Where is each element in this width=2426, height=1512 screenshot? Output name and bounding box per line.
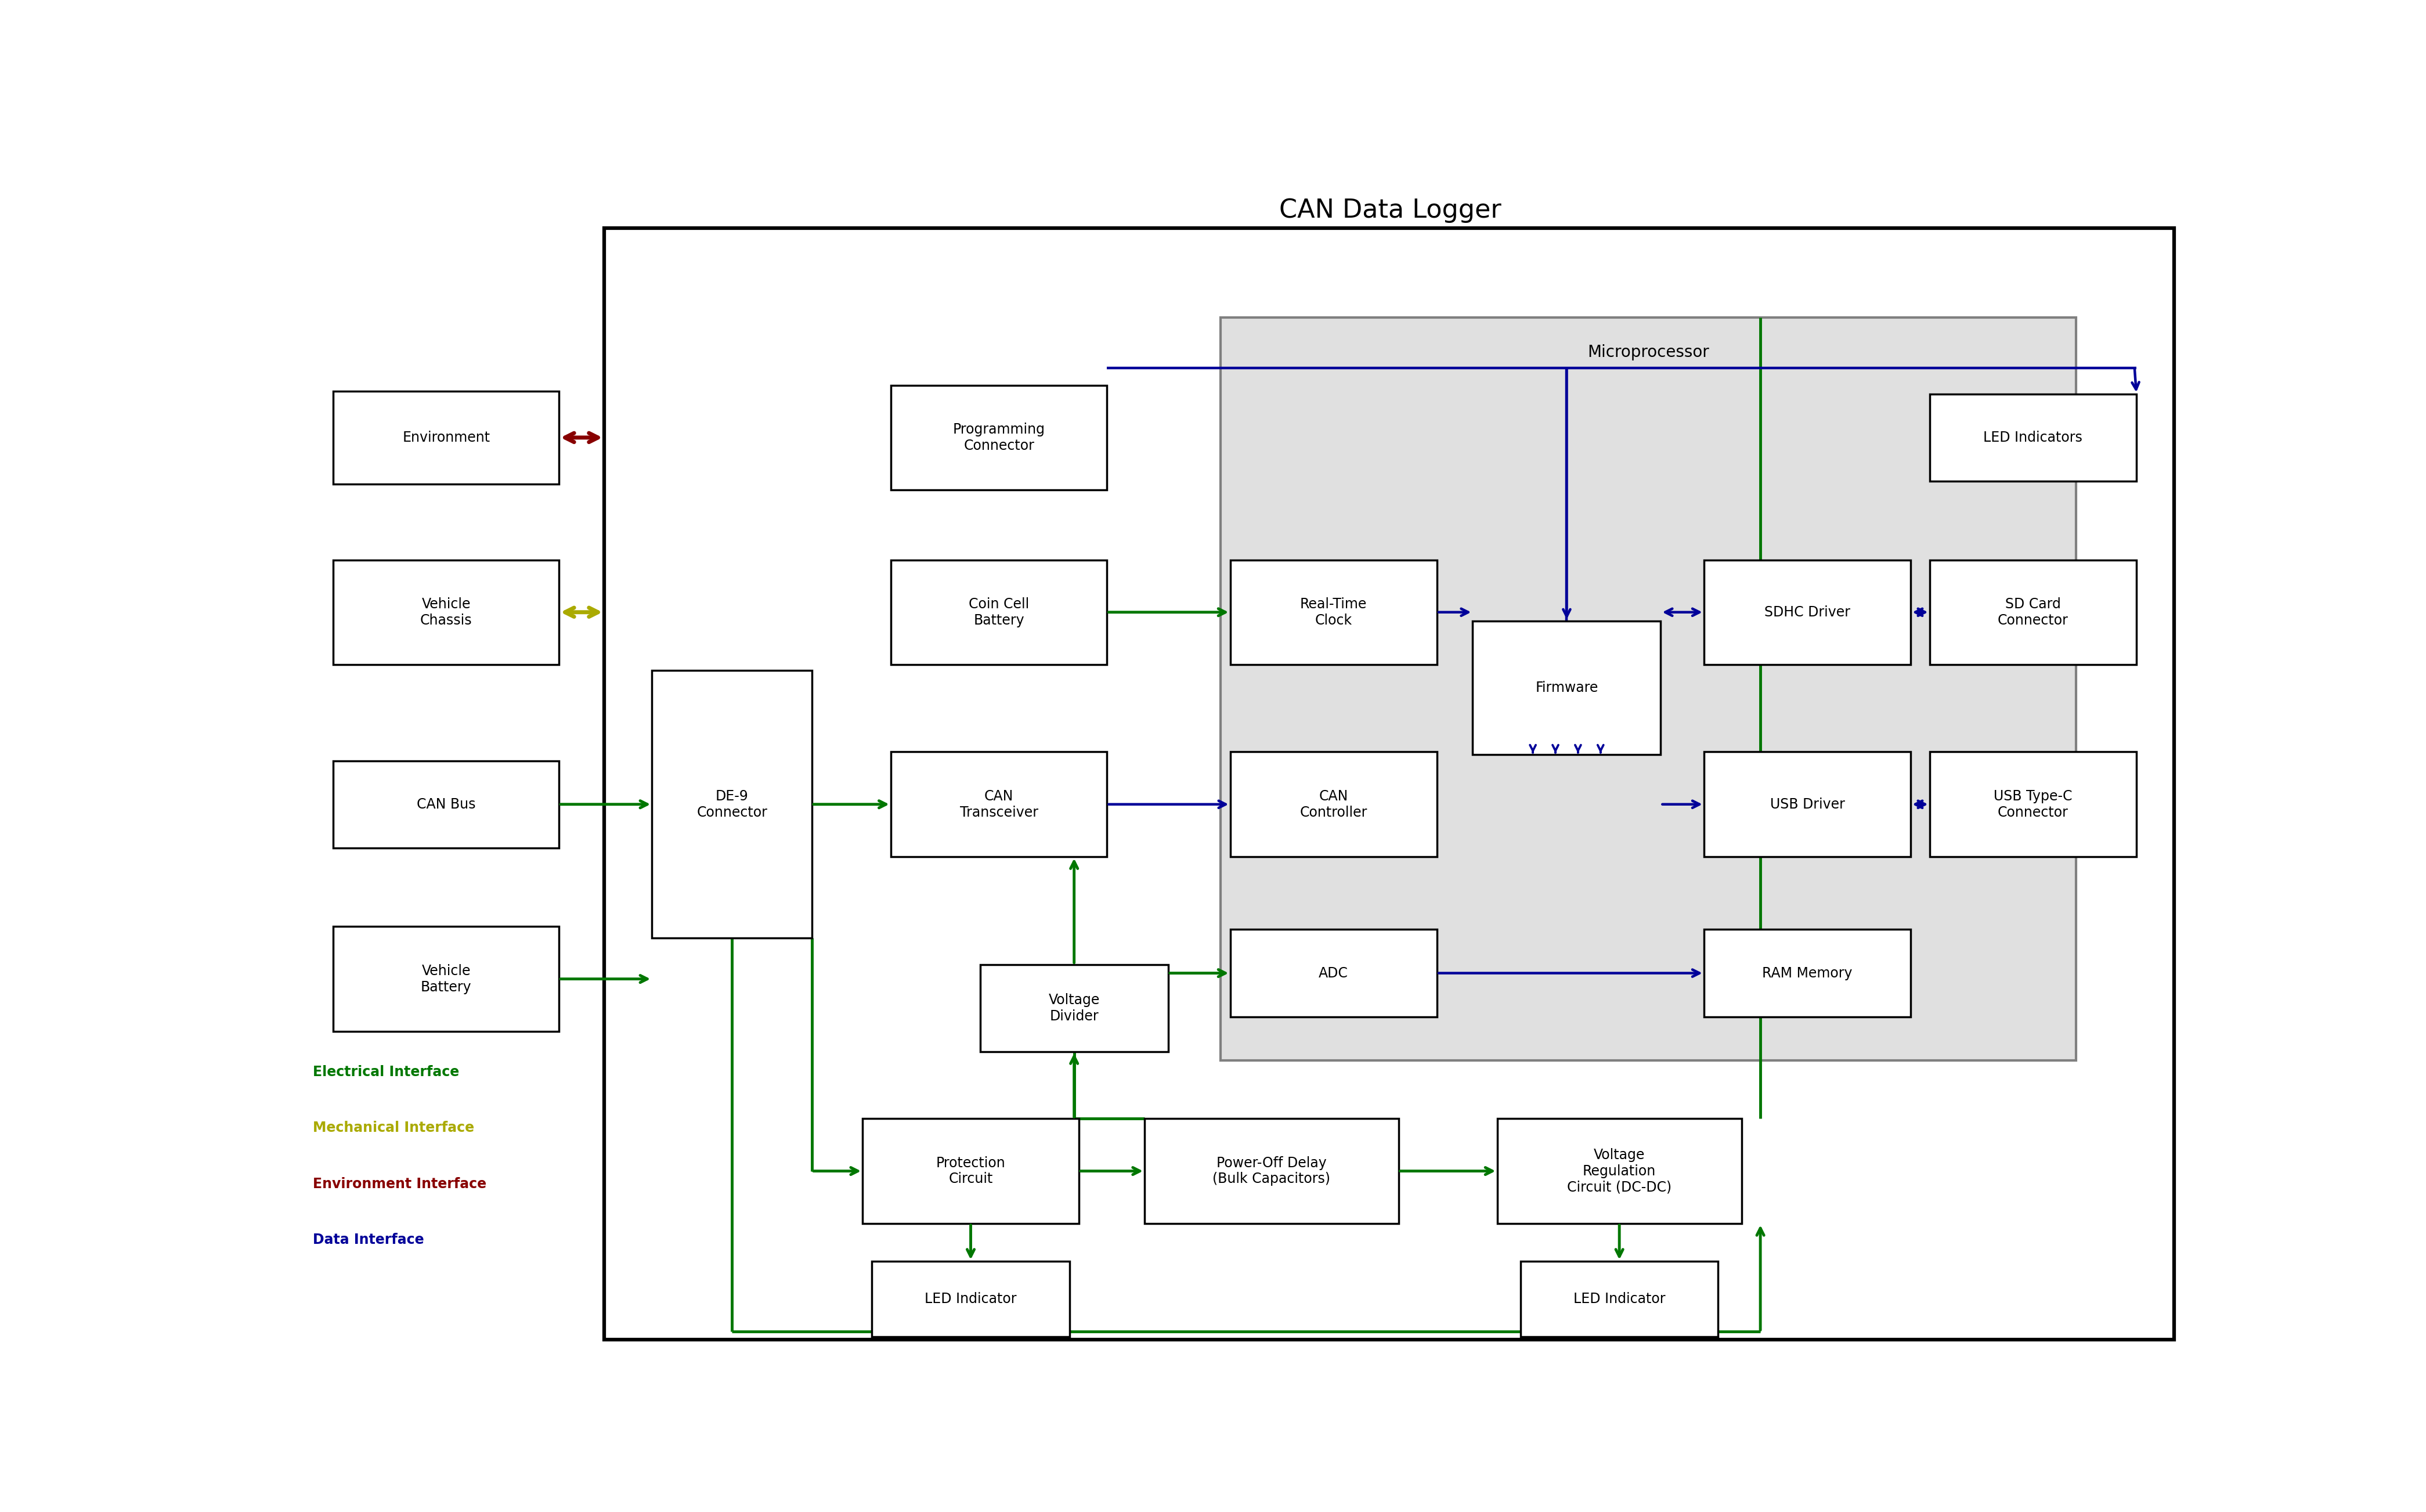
FancyBboxPatch shape <box>332 927 558 1031</box>
FancyBboxPatch shape <box>890 751 1106 857</box>
Text: LED Indicator: LED Indicator <box>1574 1293 1664 1306</box>
FancyBboxPatch shape <box>1521 1261 1718 1337</box>
FancyBboxPatch shape <box>1145 1119 1397 1223</box>
FancyBboxPatch shape <box>1703 930 1912 1016</box>
FancyBboxPatch shape <box>1497 1119 1742 1223</box>
Text: Programming
Connector: Programming Connector <box>953 422 1046 452</box>
FancyBboxPatch shape <box>864 1119 1080 1223</box>
Text: Power-Off Delay
(Bulk Capacitors): Power-Off Delay (Bulk Capacitors) <box>1213 1157 1329 1185</box>
FancyBboxPatch shape <box>1230 559 1436 665</box>
FancyBboxPatch shape <box>653 670 813 937</box>
Text: Data Interface: Data Interface <box>313 1232 425 1247</box>
Text: LED Indicator: LED Indicator <box>924 1293 1016 1306</box>
Text: Microprocessor: Microprocessor <box>1587 345 1710 361</box>
Text: Vehicle
Battery: Vehicle Battery <box>420 965 471 993</box>
Text: CAN Bus: CAN Bus <box>417 797 475 812</box>
FancyBboxPatch shape <box>1929 559 2137 665</box>
FancyBboxPatch shape <box>1220 318 2077 1060</box>
Text: Firmware: Firmware <box>1536 680 1599 696</box>
Text: Coin Cell
Battery: Coin Cell Battery <box>968 597 1029 627</box>
FancyBboxPatch shape <box>1703 751 1912 857</box>
FancyBboxPatch shape <box>1230 930 1436 1016</box>
Text: Electrical Interface: Electrical Interface <box>313 1064 459 1080</box>
FancyBboxPatch shape <box>890 386 1106 490</box>
Text: ADC: ADC <box>1320 966 1349 980</box>
Text: Mechanical Interface: Mechanical Interface <box>313 1120 473 1136</box>
Text: SD Card
Connector: SD Card Connector <box>1997 597 2069 627</box>
Text: CAN
Transceiver: CAN Transceiver <box>961 789 1038 820</box>
Text: Environment: Environment <box>403 431 490 445</box>
Text: Environment Interface: Environment Interface <box>313 1176 485 1191</box>
FancyBboxPatch shape <box>980 965 1169 1052</box>
Text: LED Indicators: LED Indicators <box>1984 431 2082 445</box>
FancyBboxPatch shape <box>332 559 558 665</box>
Text: Voltage
Divider: Voltage Divider <box>1048 993 1099 1024</box>
Text: Real-Time
Clock: Real-Time Clock <box>1300 597 1368 627</box>
FancyBboxPatch shape <box>1473 621 1662 754</box>
Text: Voltage
Regulation
Circuit (DC-DC): Voltage Regulation Circuit (DC-DC) <box>1567 1148 1672 1194</box>
FancyBboxPatch shape <box>332 392 558 484</box>
FancyBboxPatch shape <box>604 228 2174 1340</box>
Text: Vehicle
Chassis: Vehicle Chassis <box>420 597 473 627</box>
FancyBboxPatch shape <box>871 1261 1070 1337</box>
Text: Protection
Circuit: Protection Circuit <box>936 1157 1004 1185</box>
Text: CAN
Controller: CAN Controller <box>1300 789 1368 820</box>
Text: USB Driver: USB Driver <box>1771 797 1844 812</box>
FancyBboxPatch shape <box>890 559 1106 665</box>
Text: RAM Memory: RAM Memory <box>1761 966 1853 980</box>
Text: SDHC Driver: SDHC Driver <box>1764 605 1851 620</box>
FancyBboxPatch shape <box>1703 559 1912 665</box>
FancyBboxPatch shape <box>332 761 558 848</box>
FancyBboxPatch shape <box>1929 395 2137 481</box>
FancyBboxPatch shape <box>1230 751 1436 857</box>
Text: DE-9
Connector: DE-9 Connector <box>696 789 767 820</box>
Text: USB Type-C
Connector: USB Type-C Connector <box>1994 789 2072 820</box>
Text: CAN Data Logger: CAN Data Logger <box>1279 198 1502 224</box>
FancyBboxPatch shape <box>1929 751 2137 857</box>
